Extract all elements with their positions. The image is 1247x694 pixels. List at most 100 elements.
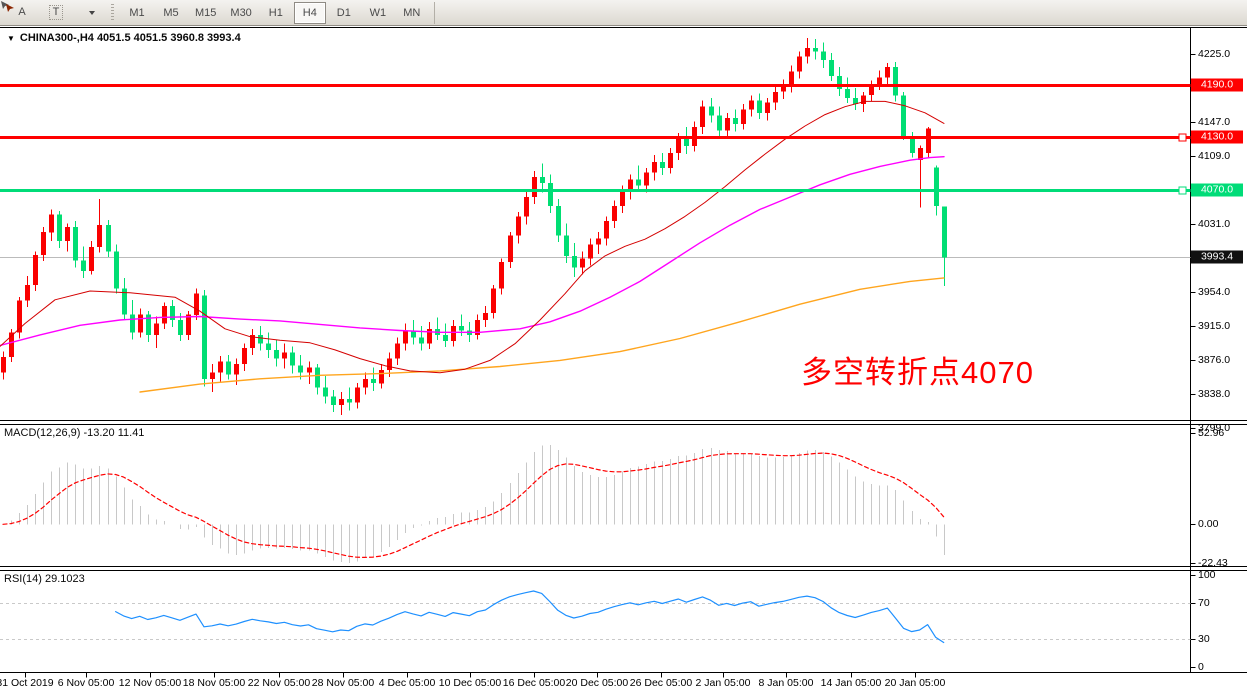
date-axis-label: 22 Nov 05:00	[247, 677, 311, 689]
date-axis-label: 10 Dec 05:00	[438, 677, 502, 689]
candle	[154, 316, 159, 349]
candle	[628, 174, 633, 200]
candle	[885, 62, 890, 84]
price-axis-label: 3838.0	[1198, 387, 1231, 400]
candle	[717, 106, 722, 137]
candle	[508, 232, 513, 269]
candle	[138, 308, 143, 338]
rsi-axis-label: 0	[1198, 661, 1204, 673]
candle	[186, 311, 191, 341]
candle	[572, 242, 577, 277]
candle	[548, 174, 553, 213]
candle	[282, 343, 287, 369]
date-axis-label: 2 Jan 05:00	[695, 677, 751, 689]
candle	[757, 93, 762, 119]
candle	[290, 346, 295, 374]
date-axis-label: 26 Dec 05:00	[629, 677, 693, 689]
candle	[371, 367, 376, 392]
candle	[210, 363, 215, 392]
annotation-text[interactable]: 多空转折点4070	[801, 355, 1034, 390]
candle	[178, 313, 183, 342]
candle	[636, 165, 641, 191]
arrows-tool-button[interactable]	[1, 1, 106, 24]
macd-label: MACD(12,26,9) -13.20 11.41	[4, 427, 145, 439]
hline-handle-4130[interactable]	[1178, 133, 1187, 142]
date-axis-label: 6 Nov 05:00	[57, 677, 115, 689]
rsi-line	[114, 590, 945, 644]
price-level-badge-4130.0[interactable]: 4130.0	[1191, 130, 1243, 144]
candle	[532, 170, 537, 205]
candle	[363, 372, 368, 395]
price-level-badge-4190.0[interactable]: 4190.0	[1191, 78, 1243, 92]
timeframe-button-M1[interactable]: M1	[129, 6, 145, 19]
timeframe-button-H4[interactable]: H4	[293, 1, 326, 24]
candle	[323, 376, 328, 404]
candle	[612, 200, 617, 228]
macd-axis-label: -22.43	[1198, 557, 1228, 569]
collapse-triangle-icon[interactable]: ▼	[7, 33, 15, 43]
price-level-badge-4070.0[interactable]: 4070.0	[1191, 183, 1243, 197]
candle	[668, 147, 673, 174]
candle	[258, 326, 263, 351]
candle	[162, 302, 167, 329]
timeframe-button-M30[interactable]: M30	[230, 6, 252, 19]
price-axis-label: 4225.0	[1198, 48, 1231, 60]
date-axis-label: 8 Jan 05:00	[758, 677, 814, 689]
price-axis-label: 4031.0	[1198, 218, 1231, 231]
macd-axis-label: 52.96	[1198, 427, 1225, 439]
rsi-axis-label: 30	[1198, 633, 1210, 646]
candle	[443, 323, 448, 348]
candle	[805, 38, 810, 64]
timeframe-button-MN[interactable]: MN	[403, 6, 421, 19]
macd-axis-label: 0.00	[1198, 518, 1219, 531]
candle	[475, 314, 480, 340]
toolbar: A T M1 M5 M15 M30 H1 H4 D1 W1 MN	[0, 0, 1247, 26]
candle	[733, 109, 738, 132]
candle	[709, 97, 714, 123]
candle	[813, 39, 818, 60]
candle	[556, 198, 561, 242]
timeframe-button-W1[interactable]: W1	[369, 6, 387, 19]
candle	[781, 79, 786, 99]
candle	[266, 332, 271, 358]
candle	[869, 80, 874, 102]
candle	[315, 363, 320, 395]
timeframe-button-D1[interactable]: D1	[336, 6, 351, 19]
candle	[307, 361, 312, 385]
toolbar-separator	[433, 1, 435, 24]
candle	[114, 244, 119, 294]
timeframe-button-M15[interactable]: M15	[195, 6, 217, 19]
candle	[355, 383, 360, 409]
candle	[339, 392, 344, 415]
candle	[853, 88, 858, 111]
hline-handle-4070[interactable]	[1178, 186, 1187, 195]
candle	[403, 323, 408, 351]
candle	[893, 61, 898, 102]
candle	[491, 284, 496, 319]
candle	[765, 97, 770, 121]
candle	[741, 104, 746, 130]
candle	[789, 65, 794, 93]
candle	[379, 363, 384, 389]
timeframe-button-M5[interactable]: M5	[163, 6, 179, 19]
candle	[918, 145, 923, 208]
pointer-tool-button[interactable]: A	[18, 6, 26, 18]
candle	[81, 246, 86, 278]
candle	[604, 216, 609, 246]
date-axis-label: 4 Dec 05:00	[378, 677, 436, 689]
candle	[73, 220, 78, 268]
toolbar-grip-handle[interactable]	[111, 3, 114, 22]
candle	[427, 321, 432, 349]
candle	[564, 223, 569, 263]
candle	[89, 241, 94, 275]
text-tool-button[interactable]: T	[40, 2, 72, 24]
candle	[797, 51, 802, 79]
timeframe-button-H1[interactable]: H1	[268, 6, 283, 19]
candle	[540, 163, 545, 193]
candle	[725, 112, 730, 139]
candle	[298, 355, 303, 380]
candle	[483, 306, 488, 327]
candle	[194, 288, 199, 320]
